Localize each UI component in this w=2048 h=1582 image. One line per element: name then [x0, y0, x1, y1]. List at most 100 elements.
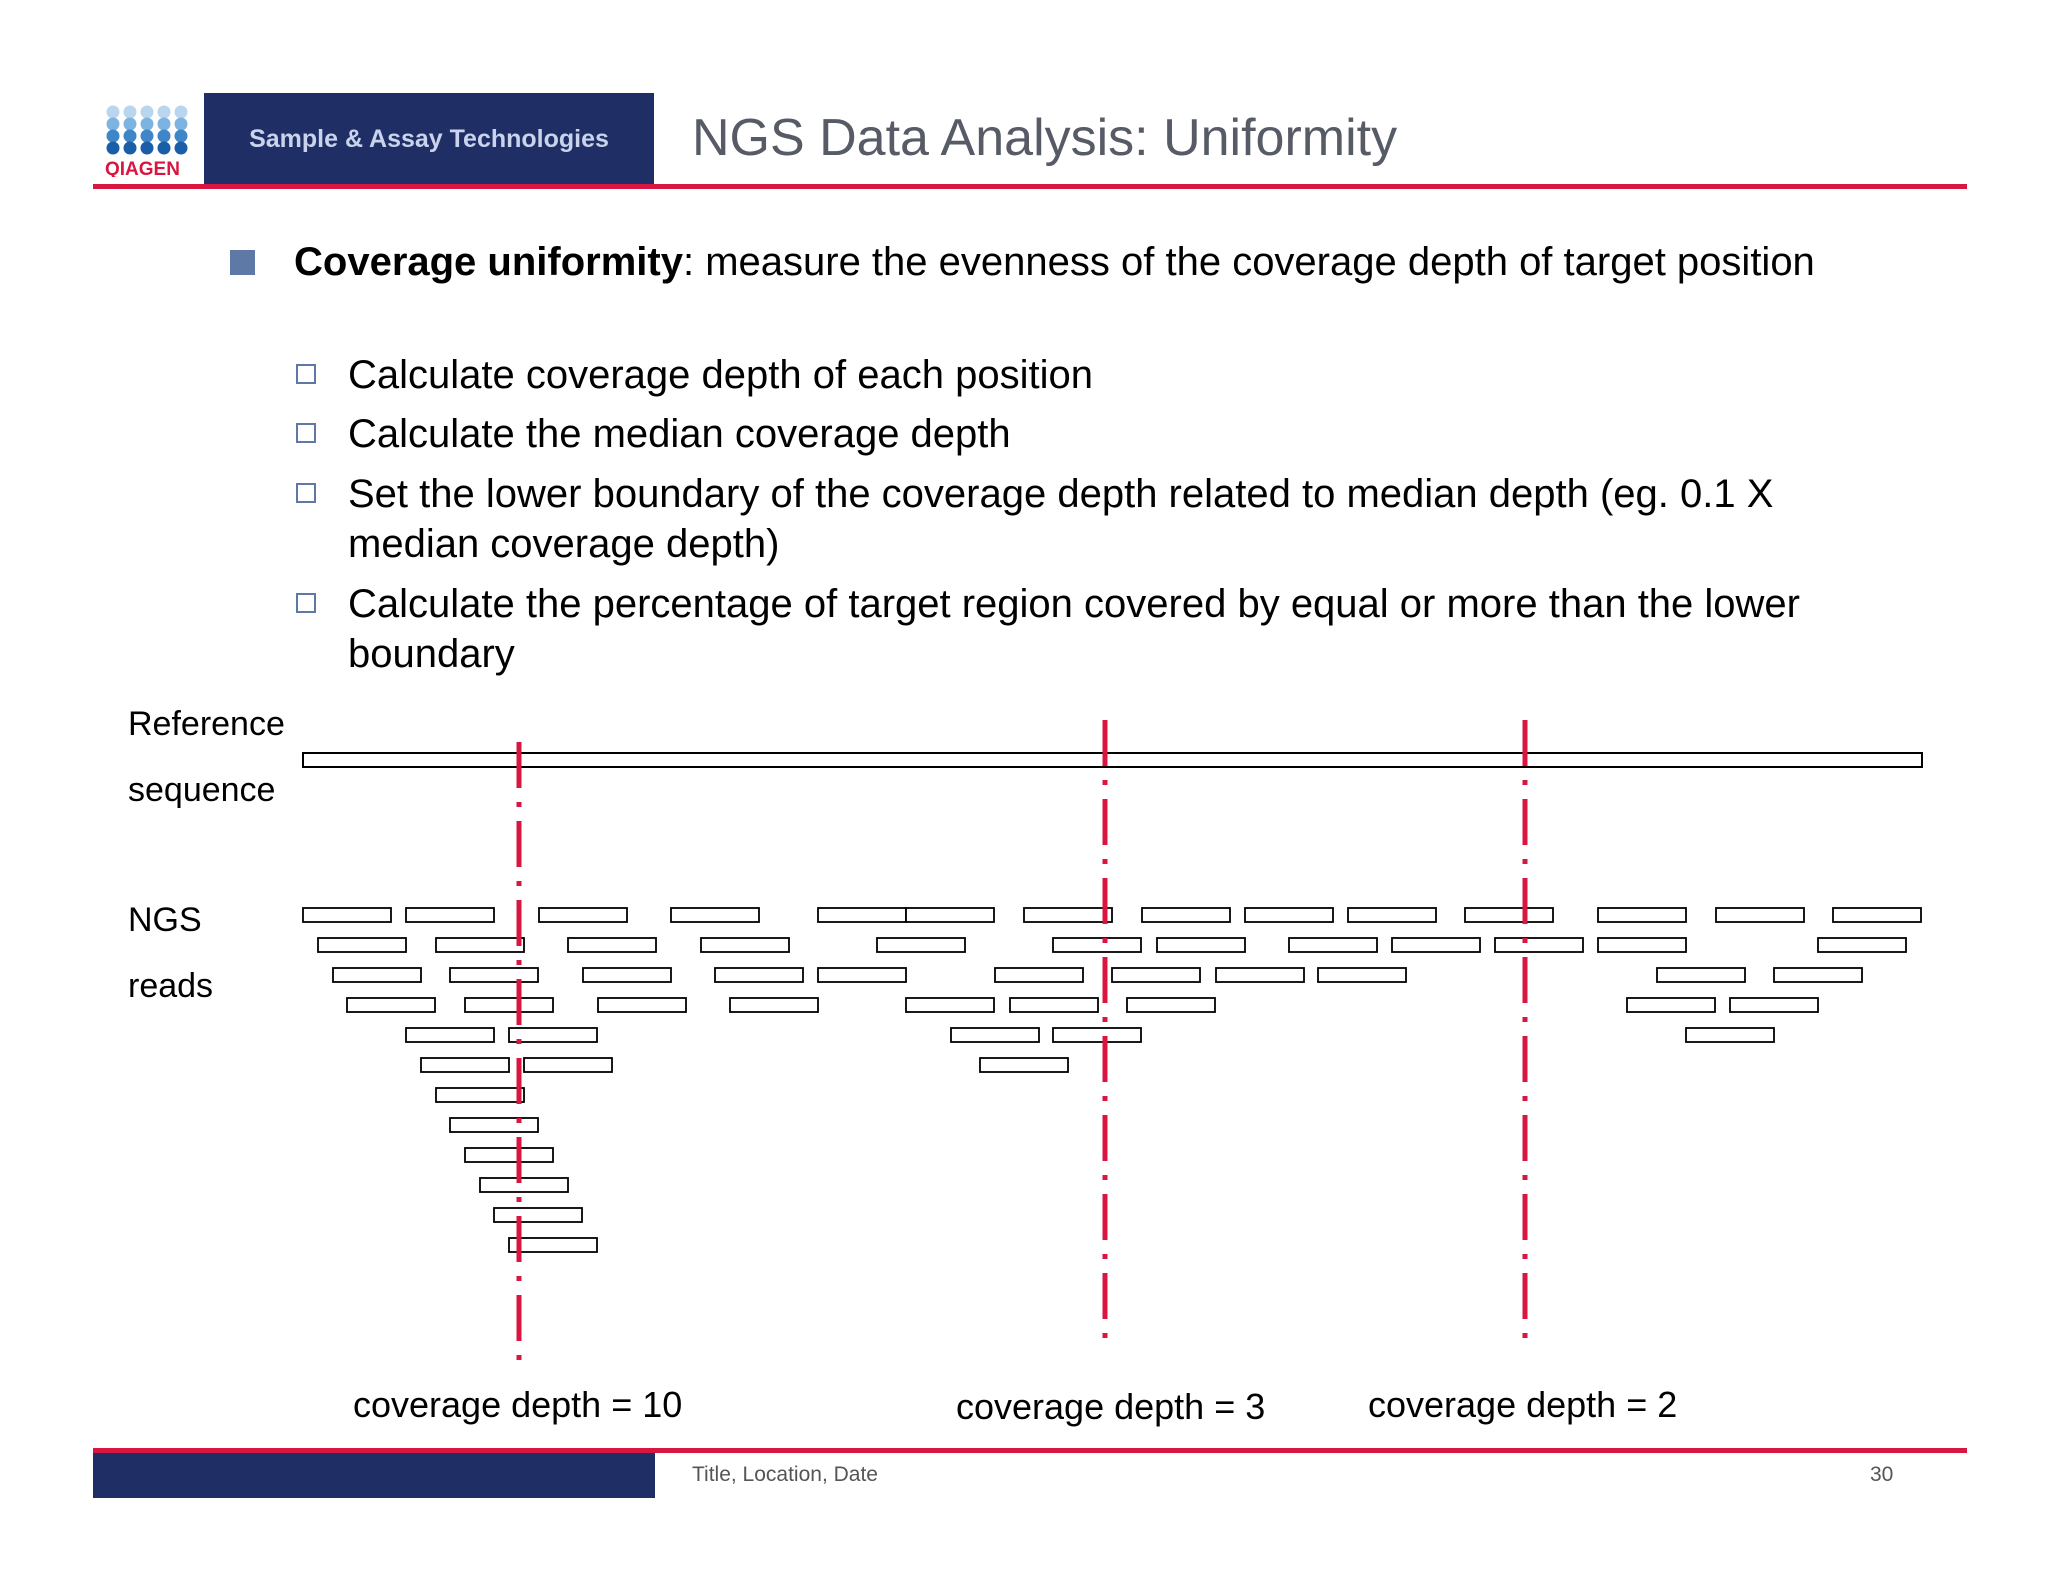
ngs-read: [464, 1147, 554, 1163]
ngs-read: [317, 937, 407, 953]
ngs-read: [420, 1057, 510, 1073]
reads-label-line1: NGS: [128, 901, 202, 939]
ngs-read: [597, 997, 687, 1013]
ngs-read: [449, 967, 539, 983]
ngs-read: [435, 937, 525, 953]
main-bullet-bold: Coverage uniformity: [294, 240, 683, 284]
brand-bar: [204, 93, 654, 185]
reference-label-line1: Reference: [128, 705, 285, 743]
ngs-read: [332, 967, 422, 983]
logo-dot: [106, 141, 120, 155]
ngs-read: [1111, 967, 1201, 983]
ngs-read: [1156, 937, 1246, 953]
logo-dot: [157, 105, 171, 119]
ngs-read: [1832, 907, 1922, 923]
ngs-read: [1597, 937, 1687, 953]
ngs-read: [1126, 997, 1216, 1013]
ngs-read: [1597, 907, 1687, 923]
ngs-read: [508, 1237, 598, 1253]
ngs-read: [493, 1207, 583, 1223]
logo-dot: [157, 117, 171, 131]
ngs-read: [905, 907, 995, 923]
brand-tagline: Sample & Assay Technologies: [249, 125, 609, 153]
ngs-read: [1391, 937, 1481, 953]
ngs-read: [1244, 907, 1334, 923]
svg-text:QIAGEN: QIAGEN: [105, 159, 180, 177]
reads-label-line2: reads: [128, 967, 214, 1005]
ngs-read: [1656, 967, 1746, 983]
sub-bullet-1: Calculate coverage depth of each positio…: [348, 353, 1093, 397]
ngs-read: [876, 937, 966, 953]
sub-bullet-3: Set the lower boundary of the coverage d…: [348, 472, 1774, 566]
logo-dot: [140, 105, 154, 119]
ngs-read: [817, 967, 907, 983]
reference-label-line2: sequence: [128, 771, 276, 809]
ngs-read: [346, 997, 436, 1013]
logo-dot: [123, 105, 137, 119]
ngs-read: [1729, 997, 1819, 1013]
logo-dot: [106, 105, 120, 119]
ngs-read: [1141, 907, 1231, 923]
ngs-read: [1347, 907, 1437, 923]
ngs-read: [1023, 907, 1113, 923]
logo-dot: [123, 129, 137, 143]
sub-bullet-2: Calculate the median coverage depth: [348, 412, 1011, 456]
logo-dot: [123, 141, 137, 155]
ngs-read: [994, 967, 1084, 983]
sub-bullet-4: Calculate the percentage of target regio…: [348, 582, 1800, 676]
ngs-read: [1288, 937, 1378, 953]
ngs-read: [464, 997, 554, 1013]
main-bullet-rest: : measure the evenness of the coverage d…: [682, 240, 1815, 284]
logo-dot: [174, 117, 188, 131]
ngs-read: [405, 907, 495, 923]
logo-dot: [106, 129, 120, 143]
ngs-read: [670, 907, 760, 923]
qiagen-logo: QIAGEN: [105, 105, 188, 177]
main-bullet-text: Coverage uniformity: measure the evennes…: [294, 237, 1914, 287]
footer-text: Title, Location, Date: [692, 1463, 878, 1486]
ngs-read: [567, 937, 657, 953]
ngs-read: [817, 907, 907, 923]
sub-bullet-icon: [296, 364, 316, 384]
ngs-read: [729, 997, 819, 1013]
ngs-read: [1052, 937, 1142, 953]
title-divider: [93, 184, 1967, 189]
ngs-read: [1317, 967, 1407, 983]
ngs-read: [1715, 907, 1805, 923]
ngs-read: [302, 907, 392, 923]
bullet-square-icon: [230, 250, 255, 275]
logo-dot: [157, 129, 171, 143]
page-title: NGS Data Analysis: Uniformity: [692, 109, 1398, 167]
footer-divider: [93, 1448, 1967, 1453]
ngs-read: [508, 1027, 598, 1043]
coverage-depth-label-2: coverage depth = 3: [956, 1386, 1266, 1427]
logo-dot: [123, 117, 137, 131]
footer-bar: [93, 1453, 655, 1498]
sub-bullet-icon: [296, 483, 316, 503]
sub-bullet-icon: [296, 423, 316, 443]
ngs-read: [950, 1027, 1040, 1043]
logo-dot: [157, 141, 171, 155]
ngs-read: [582, 967, 672, 983]
ngs-read: [1052, 1027, 1142, 1043]
logo-dot: [140, 129, 154, 143]
logo-dot: [106, 117, 120, 131]
ngs-read: [1626, 997, 1716, 1013]
ngs-read: [1685, 1027, 1775, 1043]
reference-sequence-bar: [302, 752, 1923, 768]
ngs-read: [449, 1117, 539, 1133]
logo-dot: [174, 141, 188, 155]
ngs-read: [1215, 967, 1305, 983]
page-number: 30: [1870, 1463, 1894, 1486]
logo-dot: [140, 141, 154, 155]
ngs-read: [1009, 997, 1099, 1013]
ngs-read: [435, 1087, 525, 1103]
coverage-depth-label-1: coverage depth = 10: [353, 1384, 683, 1425]
logo-dot: [174, 105, 188, 119]
ngs-read: [1773, 967, 1863, 983]
ngs-read: [714, 967, 804, 983]
ngs-read: [1817, 937, 1907, 953]
ngs-read: [523, 1057, 613, 1073]
logo-dot: [140, 117, 154, 131]
sub-bullet-icon: [296, 593, 316, 613]
